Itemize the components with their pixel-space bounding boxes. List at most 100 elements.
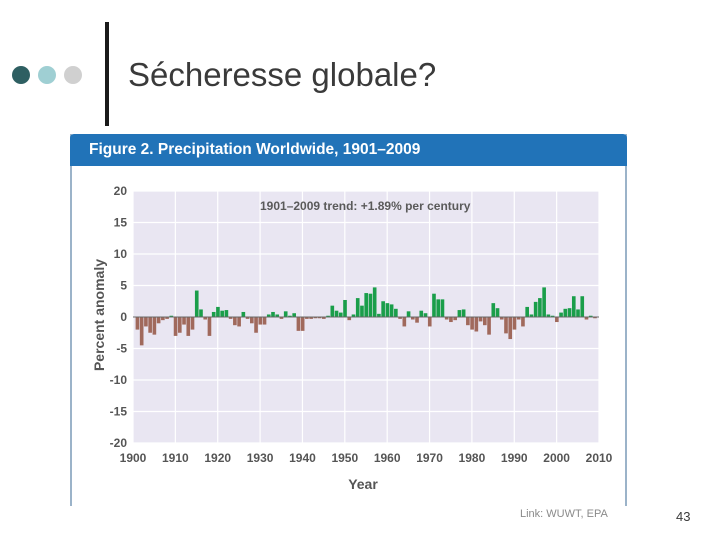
bar-1922 <box>224 310 229 317</box>
bar-1957 <box>372 287 377 317</box>
bar-1911 <box>177 317 182 333</box>
bar-1943 <box>313 317 318 319</box>
bar-1938 <box>292 313 296 317</box>
bar-1999 <box>550 315 555 317</box>
bar-1989 <box>508 317 513 340</box>
bar-1953 <box>355 298 360 317</box>
bar-1949 <box>338 312 343 317</box>
bar-1928 <box>250 317 254 324</box>
bar-1952 <box>351 314 356 317</box>
bar-1986 <box>495 308 500 317</box>
bar-1976 <box>453 317 457 321</box>
y-tick-label: -15 <box>110 405 128 419</box>
bar-1984 <box>487 317 491 335</box>
bar-1960 <box>385 303 390 317</box>
y-tick-label: 10 <box>114 247 128 261</box>
bar-1955 <box>364 293 369 317</box>
bar-1904 <box>148 317 152 333</box>
bullet-dot-light <box>38 66 56 84</box>
bar-1977 <box>457 310 462 317</box>
bar-1930 <box>258 317 263 325</box>
bar-1970 <box>427 317 432 327</box>
bar-1956 <box>368 293 373 317</box>
bar-1962 <box>394 308 398 317</box>
chart-title: Figure 2. Precipitation Worldwide, 1901–… <box>70 134 627 166</box>
bar-1917 <box>203 317 208 320</box>
x-tick-label: 1980 <box>459 451 486 465</box>
bar-1998 <box>546 314 551 317</box>
bar-1967 <box>415 317 419 323</box>
bar-1906 <box>156 317 161 324</box>
bar-1961 <box>389 304 394 317</box>
bar-1933 <box>271 311 275 317</box>
bullet-dot-dark <box>12 66 30 84</box>
bar-1931 <box>262 317 267 325</box>
bar-1919 <box>211 311 216 317</box>
bar-1941 <box>305 317 309 319</box>
bar-1926 <box>241 311 246 317</box>
bar-1969 <box>423 313 428 317</box>
bar-2002 <box>563 308 568 317</box>
bar-1916 <box>199 309 203 317</box>
bar-1914 <box>190 317 195 330</box>
x-axis-label: Year <box>348 476 378 492</box>
bar-1915 <box>194 290 199 317</box>
bar-1924 <box>233 317 237 326</box>
bar-1939 <box>296 317 301 331</box>
bar-1932 <box>266 314 271 317</box>
y-tick-label: -10 <box>110 373 128 387</box>
y-tick-label: 15 <box>114 216 128 230</box>
slide-title: Sécheresse globale? <box>128 56 437 93</box>
x-tick-label: 1930 <box>247 451 274 465</box>
bar-1918 <box>207 317 212 336</box>
bar-1964 <box>402 317 407 327</box>
bar-2006 <box>580 296 585 317</box>
bar-1965 <box>406 311 411 317</box>
bar-1944 <box>317 317 322 319</box>
bar-1925 <box>237 317 241 327</box>
bar-1948 <box>334 310 339 317</box>
bar-1978 <box>461 309 466 317</box>
bar-1995 <box>533 301 538 317</box>
bar-2005 <box>576 309 580 317</box>
bar-1935 <box>279 317 284 319</box>
bar-1929 <box>254 317 258 333</box>
page-number: 43 <box>676 509 691 524</box>
bar-2008 <box>588 315 593 317</box>
bar-2003 <box>567 308 572 317</box>
bar-1945 <box>322 317 326 319</box>
bar-1934 <box>275 314 280 317</box>
bar-1973 <box>440 299 445 317</box>
bar-1954 <box>360 305 364 317</box>
bar-1958 <box>377 313 381 317</box>
y-tick-label: -5 <box>116 342 127 356</box>
bar-1920 <box>216 306 220 317</box>
x-tick-label: 1910 <box>162 451 189 465</box>
bar-1985 <box>491 303 496 317</box>
bar-1937 <box>288 315 292 317</box>
bar-1927 <box>245 317 250 319</box>
x-tick-label: 1940 <box>289 451 316 465</box>
bar-2000 <box>555 317 559 323</box>
bar-2009 <box>593 317 597 319</box>
y-tick-label: -20 <box>110 436 128 450</box>
y-tick-label: 0 <box>120 310 127 324</box>
x-tick-label: 1990 <box>501 451 528 465</box>
y-tick-label: 5 <box>120 279 127 293</box>
bar-1983 <box>483 317 487 326</box>
bar-1909 <box>169 315 174 317</box>
bar-1992 <box>521 317 525 327</box>
bar-1936 <box>283 311 288 317</box>
bar-1959 <box>381 301 385 317</box>
bar-1940 <box>300 317 305 331</box>
bar-1990 <box>512 317 517 330</box>
bar-1966 <box>410 317 415 320</box>
bar-1903 <box>144 317 148 327</box>
bar-2007 <box>584 317 589 320</box>
bar-1923 <box>228 317 233 319</box>
bar-1942 <box>309 317 313 319</box>
bar-1902 <box>139 317 144 346</box>
bar-1980 <box>470 317 474 330</box>
source-link[interactable]: Link: WUWT, EPA <box>520 508 608 520</box>
bar-1951 <box>347 317 352 321</box>
